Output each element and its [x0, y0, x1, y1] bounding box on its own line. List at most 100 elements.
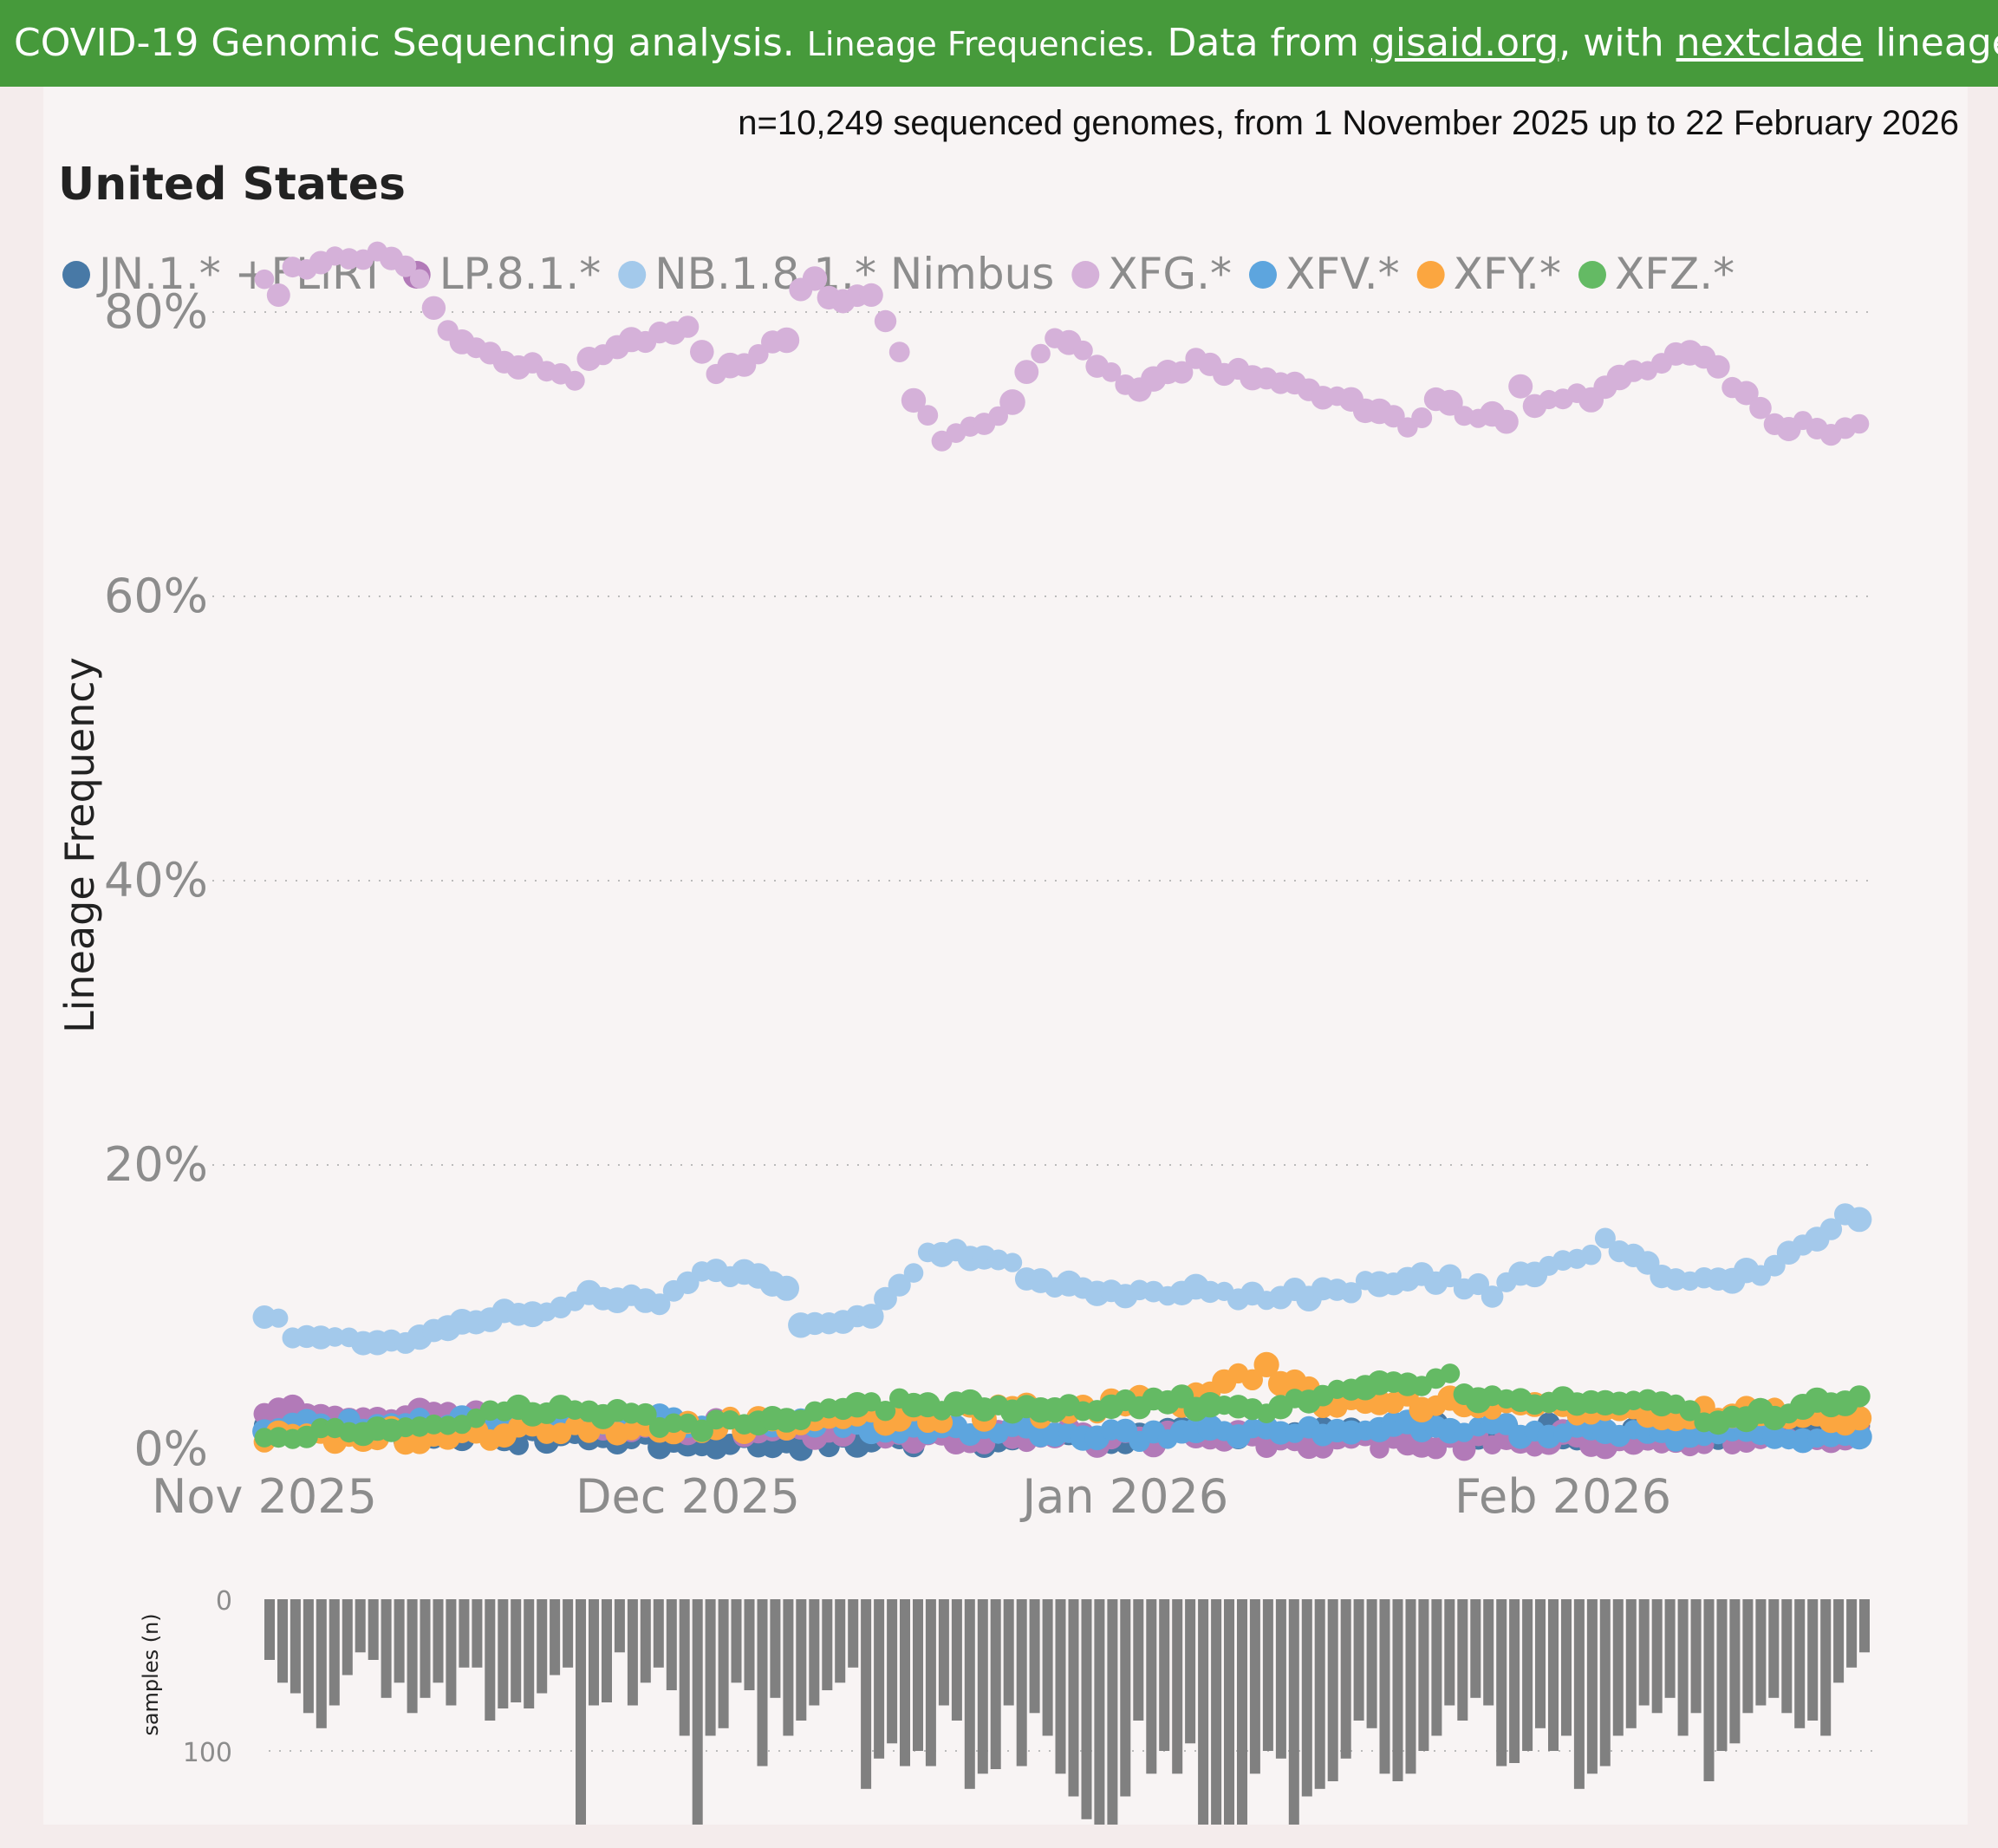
- sample-bar-65: [1107, 1599, 1118, 1825]
- sample-bar-111: [1703, 1599, 1715, 1781]
- sample-bar-55: [977, 1599, 988, 1774]
- point-3-60: [1101, 362, 1122, 382]
- nextclade-link[interactable]: nextclade: [1676, 21, 1864, 65]
- point-3-1: [266, 283, 290, 307]
- point-2-4: [309, 1325, 333, 1350]
- point-6-27: [634, 1402, 657, 1426]
- sample-bar-30: [653, 1599, 664, 1668]
- sample-bar-20: [524, 1599, 535, 1708]
- point-5-71: [1253, 1351, 1279, 1377]
- sample-bar-2: [290, 1599, 301, 1694]
- sample-bar-99: [1548, 1599, 1559, 1751]
- point-3-53: [999, 389, 1025, 415]
- point-2-77: [1340, 1282, 1363, 1304]
- sample-bar-70: [1172, 1599, 1183, 1774]
- sample-bar-93: [1470, 1599, 1481, 1698]
- point-2-28: [648, 1293, 671, 1316]
- banner-subtitle: Lineage Frequencies.: [806, 25, 1155, 63]
- point-6-12: [423, 1414, 444, 1435]
- sample-bar-66: [1120, 1599, 1131, 1797]
- sample-bar-9: [381, 1599, 392, 1698]
- chart-panel: n=10,249 sequenced genomes, from 1 Novem…: [43, 87, 1968, 1825]
- sample-bar-64: [1094, 1599, 1105, 1825]
- sample-bar-40: [783, 1599, 794, 1736]
- sample-bar-118: [1794, 1599, 1806, 1728]
- sample-bar-84: [1353, 1599, 1364, 1721]
- sample-bar-48: [887, 1599, 898, 1744]
- point-2-5: [325, 1327, 345, 1347]
- point-2-1: [269, 1308, 289, 1328]
- sample-bar-12: [420, 1599, 431, 1698]
- bar-tick-label-1: 100: [183, 1738, 232, 1768]
- legend-label-5: XFY.*: [1454, 249, 1561, 299]
- sample-bar-16: [472, 1599, 483, 1668]
- point-3-0: [254, 269, 275, 290]
- sample-bar-113: [1729, 1599, 1741, 1744]
- sample-bar-57: [1003, 1599, 1014, 1706]
- sample-bar-7: [355, 1599, 366, 1653]
- point-3-105: [1734, 381, 1759, 406]
- point-3-46: [901, 387, 927, 413]
- point-5-70: [1241, 1369, 1264, 1391]
- sample-bar-61: [1055, 1599, 1066, 1774]
- sample-bar-97: [1522, 1599, 1533, 1751]
- banner-data-from: Data from: [1167, 21, 1359, 65]
- sample-bar-32: [679, 1599, 690, 1736]
- point-6-13: [438, 1415, 458, 1435]
- sample-bar-38: [757, 1599, 768, 1767]
- sample-bar-37: [744, 1599, 755, 1690]
- sample-bar-28: [627, 1599, 638, 1706]
- point-2-53: [1002, 1253, 1023, 1272]
- sample-bar-86: [1379, 1599, 1390, 1774]
- x-tick-label-1: Dec 2025: [576, 1469, 800, 1524]
- point-3-44: [874, 309, 897, 333]
- sample-bar-51: [925, 1599, 936, 1767]
- sample-bar-94: [1483, 1599, 1494, 1706]
- point-3-12: [421, 296, 446, 320]
- legend-marker-2: [618, 261, 647, 289]
- y-tick-label-3: 60%: [104, 569, 208, 623]
- point-3-84: [1436, 389, 1463, 416]
- point-2-95: [1594, 1227, 1616, 1249]
- sample-bar-75: [1237, 1599, 1247, 1825]
- point-3-11: [409, 269, 430, 289]
- sample-bar-46: [861, 1599, 872, 1789]
- sample-bar-14: [446, 1599, 457, 1706]
- point-3-58: [1073, 340, 1093, 361]
- sample-bar-89: [1418, 1599, 1429, 1751]
- legend-marker-5: [1416, 261, 1445, 289]
- point-3-43: [859, 283, 883, 307]
- point-2-43: [858, 1304, 884, 1329]
- y-tick-label-0: 0%: [133, 1422, 208, 1476]
- legend-marker-4: [1248, 261, 1277, 289]
- sample-bar-43: [822, 1599, 833, 1690]
- point-6-44: [875, 1401, 896, 1422]
- gisaid-link[interactable]: gisaid.org: [1370, 21, 1559, 65]
- sample-bar-109: [1677, 1599, 1689, 1736]
- sample-bar-115: [1755, 1599, 1767, 1706]
- sample-bar-69: [1159, 1599, 1170, 1751]
- sample-bar-67: [1133, 1599, 1144, 1721]
- sample-bar-13: [433, 1599, 444, 1683]
- sample-bar-108: [1664, 1599, 1676, 1698]
- point-2-45: [888, 1273, 911, 1297]
- sample-bar-34: [705, 1599, 716, 1736]
- legend-label-3: XFG.*: [1108, 249, 1232, 299]
- sample-bar-90: [1431, 1599, 1442, 1736]
- sample-bar-0: [264, 1599, 275, 1660]
- point-3-31: [690, 340, 714, 364]
- sample-bar-5: [329, 1599, 340, 1706]
- point-3-65: [1170, 361, 1194, 384]
- point-4-72: [1268, 1421, 1292, 1445]
- legend-marker-3: [1071, 261, 1100, 289]
- point-3-47: [917, 405, 939, 426]
- header-banner: COVID-19 Genomic Sequencing analysis. Li…: [0, 0, 1998, 87]
- sample-bar-117: [1781, 1599, 1793, 1714]
- sample-bar-58: [1016, 1599, 1027, 1767]
- sample-bar-78: [1275, 1599, 1286, 1759]
- sample-bar-19: [511, 1599, 522, 1702]
- point-3-82: [1411, 407, 1433, 428]
- sample-bar-88: [1405, 1599, 1416, 1774]
- point-3-10: [394, 255, 417, 277]
- point-3-22: [564, 370, 585, 391]
